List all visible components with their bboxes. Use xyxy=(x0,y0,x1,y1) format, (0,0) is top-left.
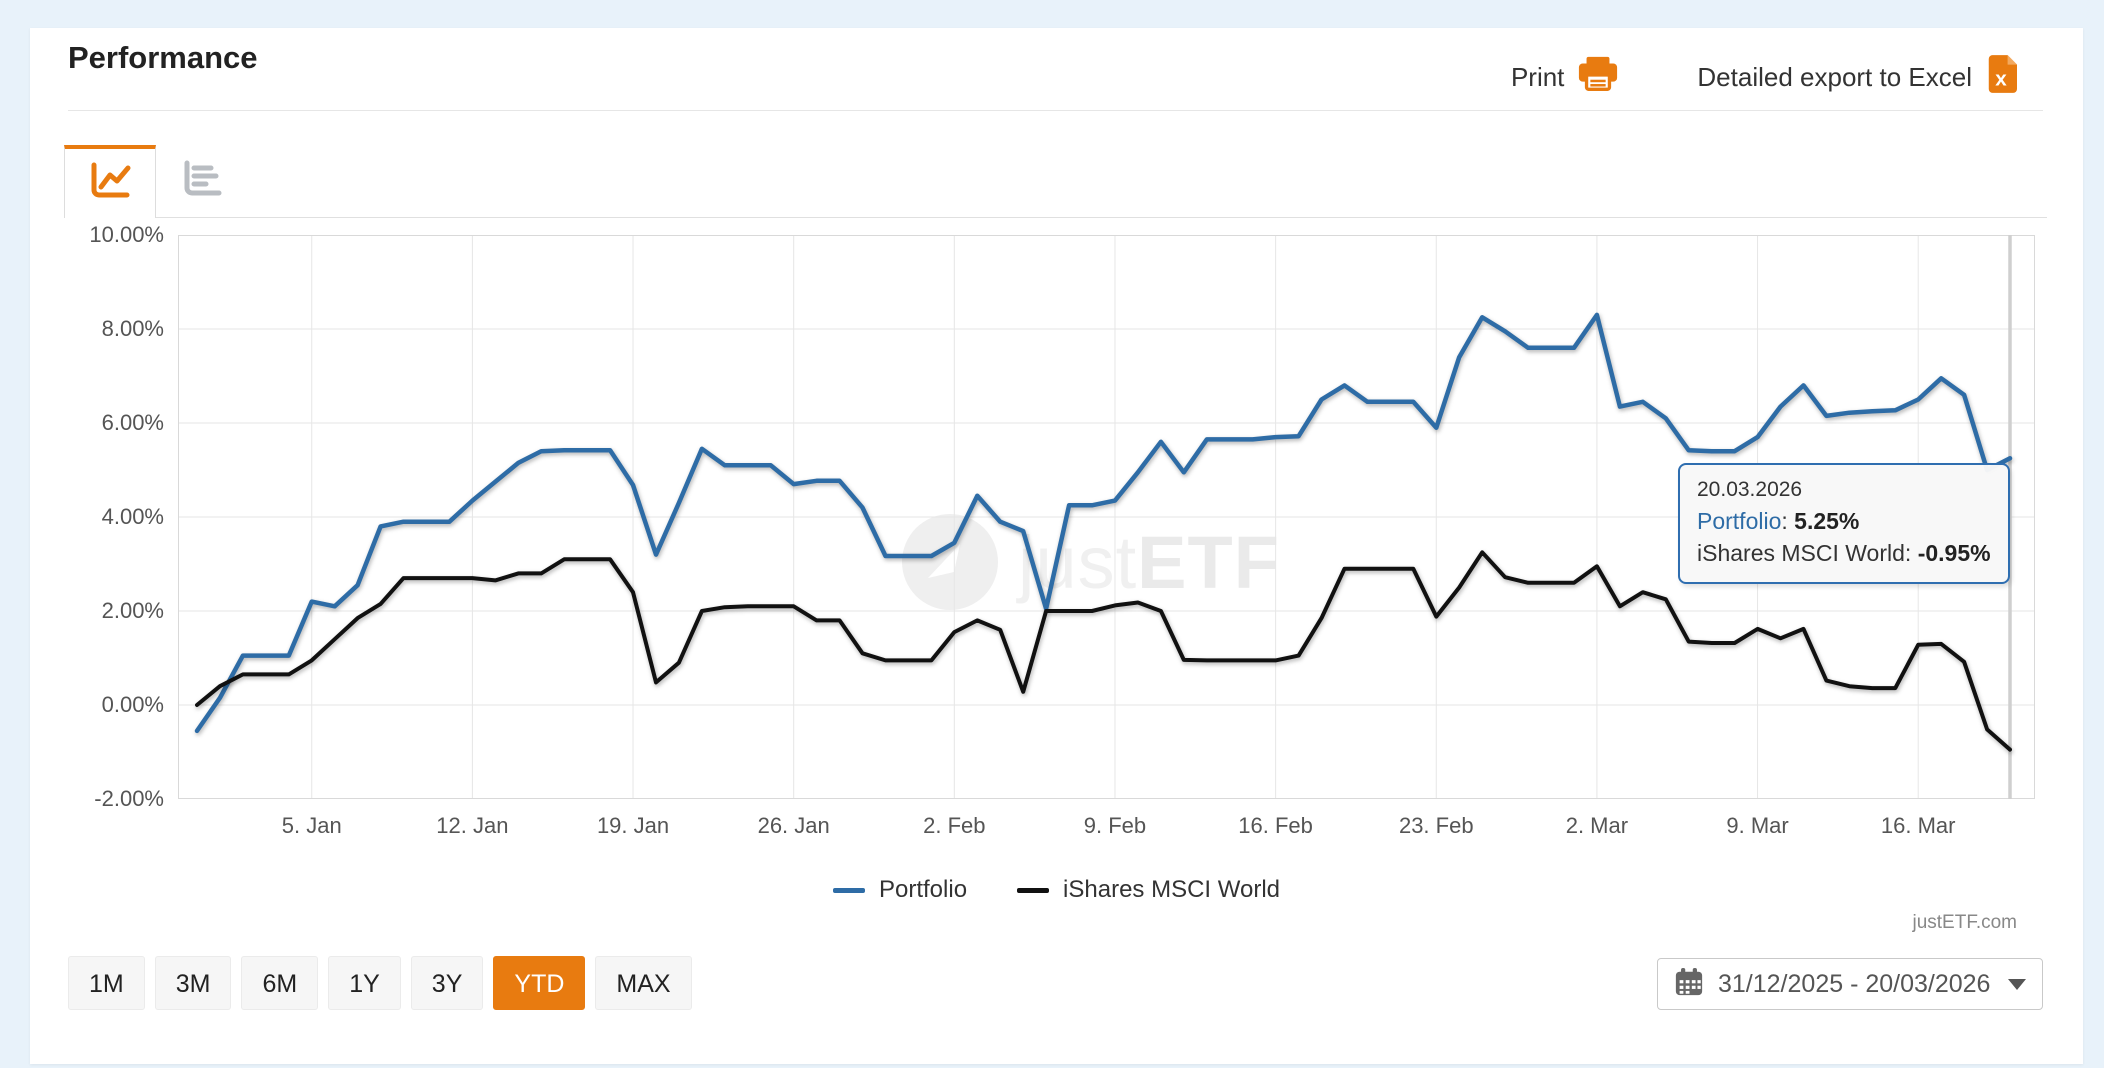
x-axis-label: 26. Jan xyxy=(757,813,830,838)
printer-icon xyxy=(1577,54,1619,101)
benchmark-line xyxy=(195,550,2012,752)
date-range-value: 31/12/2025 - 20/03/2026 xyxy=(1718,969,1991,998)
y-axis-label: 0.00% xyxy=(101,692,164,717)
justetf-com-credit: justETF.com xyxy=(1912,912,2017,933)
page-title: Performance xyxy=(68,40,258,75)
x-axis-label: 9. Feb xyxy=(1083,813,1147,838)
legend-item-portfolio[interactable]: Portfolio xyxy=(833,876,967,904)
range-button-3y[interactable]: 3Y xyxy=(410,956,484,1010)
bar-chart-icon xyxy=(180,159,224,204)
chart-plot-area[interactable] xyxy=(178,235,2035,799)
y-axis-label: 2.00% xyxy=(101,598,164,623)
legend-label: iShares MSCI World xyxy=(1063,876,1280,903)
range-button-1m[interactable]: 1M xyxy=(68,956,145,1010)
date-range-picker[interactable]: 31/12/2025 - 20/03/2026 xyxy=(1657,958,2043,1010)
export-label: Detailed export to Excel xyxy=(1697,62,1972,92)
excel-letter: x xyxy=(1995,67,2007,90)
chart-legend: Portfolio iShares MSCI World xyxy=(30,876,2083,904)
benchmark-swatch xyxy=(1017,887,1050,893)
performance-card: Performance Print Detailed export to Exc… xyxy=(30,28,2083,1064)
export-excel-button[interactable]: Detailed export to Excel x xyxy=(1697,55,2017,100)
x-axis-label: 12. Jan xyxy=(436,813,509,838)
header-divider xyxy=(68,110,2043,111)
x-axis-label: 19. Jan xyxy=(596,813,670,838)
portfolio-line xyxy=(194,312,2013,734)
x-axis-label: 16. Feb xyxy=(1238,813,1313,838)
tab-bar-chart[interactable] xyxy=(156,145,248,217)
chart-type-tabs xyxy=(64,145,2047,218)
tooltip-date: 20.03.2026 xyxy=(1697,478,1803,501)
range-button-1y[interactable]: 1Y xyxy=(328,956,401,1010)
x-axis-label: 2. Feb xyxy=(923,813,986,838)
y-axis-label: 4.00% xyxy=(101,504,164,529)
header-actions: Print Detailed export to Excel x xyxy=(1511,54,2017,101)
tooltip-portfolio-row: Portfolio: 5.25% xyxy=(1697,507,1860,534)
legend-label: Portfolio xyxy=(879,876,968,903)
range-buttons: 1M 3M 6M 1Y 3Y YTD MAX xyxy=(68,956,692,1010)
excel-file-icon: x xyxy=(1985,55,2017,100)
x-axis-label: 5. Jan xyxy=(281,813,342,838)
range-button-ytd[interactable]: YTD xyxy=(493,956,586,1010)
y-axis-label: -2.00% xyxy=(94,786,164,811)
y-axis-label: 8.00% xyxy=(101,316,164,341)
print-button[interactable]: Print xyxy=(1511,54,1619,101)
range-button-max[interactable]: MAX xyxy=(595,956,692,1010)
x-axis-label: 9. Mar xyxy=(1726,813,1789,838)
y-axis-label: 6.00% xyxy=(101,410,164,435)
x-axis-label: 23. Feb xyxy=(1398,813,1474,838)
caret-down-icon xyxy=(2008,978,2026,999)
chart-tooltip: 20.03.2026 Portfolio: 5.25% iShares MSCI… xyxy=(1678,463,2010,585)
x-axis-label: 2. Mar xyxy=(1565,813,1629,838)
line-chart-icon xyxy=(88,161,132,206)
y-axis-label: 10.00% xyxy=(89,222,164,247)
portfolio-swatch xyxy=(833,887,865,893)
range-button-6m[interactable]: 6M xyxy=(241,956,319,1010)
x-axis-label: 16. Mar xyxy=(1880,813,1956,838)
range-button-3m[interactable]: 3M xyxy=(154,956,232,1010)
plot-border xyxy=(178,235,2035,799)
calendar-icon xyxy=(1674,967,1704,1002)
legend-item-benchmark[interactable]: iShares MSCI World xyxy=(1017,876,1280,904)
tab-line-chart[interactable] xyxy=(64,145,156,218)
tooltip-benchmark-row: iShares MSCI World: -0.95% xyxy=(1697,540,1991,567)
print-label: Print xyxy=(1510,62,1565,92)
